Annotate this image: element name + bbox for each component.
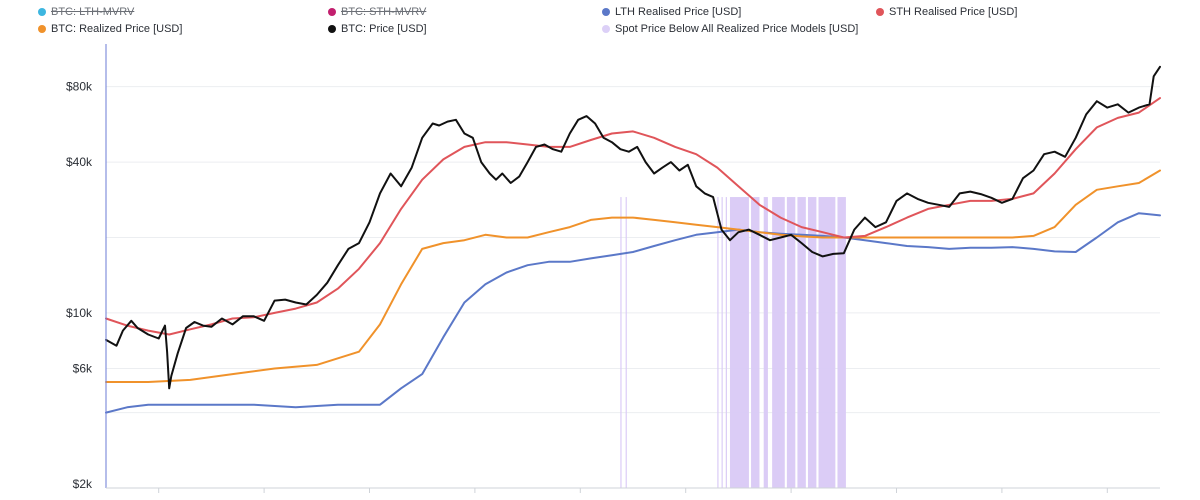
legend-item-0[interactable]: BTC: LTH-MVRV bbox=[38, 6, 134, 18]
legend-item-6[interactable]: Spot Price Below All Realized Price Mode… bbox=[602, 23, 858, 35]
highlight-band bbox=[818, 197, 836, 488]
legend-label: BTC: Realized Price [USD] bbox=[51, 23, 183, 35]
grid-lines bbox=[106, 86, 1160, 414]
legend-dot-icon bbox=[602, 25, 610, 33]
legend-item-2[interactable]: LTH Realised Price [USD] bbox=[602, 6, 741, 18]
highlight-band bbox=[620, 197, 622, 488]
series-line bbox=[105, 212, 1161, 414]
highlight-band bbox=[786, 197, 796, 488]
legend-dot-icon bbox=[602, 8, 610, 16]
y-tick-label: $6k bbox=[73, 361, 93, 375]
highlight-bands bbox=[620, 197, 846, 488]
legend-item-4[interactable]: BTC: Realized Price [USD] bbox=[38, 23, 182, 35]
highlight-band bbox=[717, 197, 719, 488]
chart-legend: BTC: LTH-MVRV BTC: STH-MVRV LTH Realised P… bbox=[0, 0, 1200, 44]
y-tick-label: $10k bbox=[66, 306, 93, 320]
legend-label: LTH Realised Price [USD] bbox=[615, 6, 742, 18]
legend-item-5[interactable]: BTC: Price [USD] bbox=[328, 23, 427, 35]
legend-dot-icon bbox=[38, 25, 46, 33]
highlight-band bbox=[763, 197, 768, 488]
y-tick-label: $80k bbox=[66, 80, 93, 94]
highlight-band bbox=[625, 197, 627, 488]
legend-dot-icon bbox=[328, 8, 336, 16]
legend-label: BTC: LTH-MVRV bbox=[51, 6, 135, 18]
y-tick-label: $40k bbox=[66, 155, 93, 169]
axes: $2k $6k $10k $40k $80k bbox=[66, 44, 1160, 493]
highlight-band bbox=[772, 197, 785, 488]
series-line bbox=[105, 169, 1161, 383]
highlight-band bbox=[725, 197, 727, 488]
legend-label: Spot Price Below All Realized Price Mode… bbox=[615, 23, 859, 35]
highlight-band bbox=[729, 197, 749, 488]
legend-item-3[interactable]: STH Realised Price [USD] bbox=[876, 6, 1017, 18]
legend-label: BTC: Price [USD] bbox=[341, 23, 427, 35]
highlight-band bbox=[837, 197, 846, 488]
series-lines bbox=[105, 65, 1161, 414]
highlight-band bbox=[751, 197, 760, 488]
highlight-band bbox=[797, 197, 806, 488]
legend-dot-icon bbox=[328, 25, 336, 33]
highlight-band bbox=[721, 197, 723, 488]
series-line bbox=[105, 97, 1161, 336]
y-tick-label: $2k bbox=[73, 477, 93, 491]
series-line bbox=[105, 65, 1161, 390]
legend-label: STH Realised Price [USD] bbox=[889, 6, 1018, 18]
legend-dot-icon bbox=[38, 8, 46, 16]
highlight-band bbox=[807, 197, 817, 488]
legend-dot-icon bbox=[876, 8, 884, 16]
legend-item-1[interactable]: BTC: STH-MVRV bbox=[328, 6, 426, 18]
legend-label: BTC: STH-MVRV bbox=[341, 6, 427, 18]
